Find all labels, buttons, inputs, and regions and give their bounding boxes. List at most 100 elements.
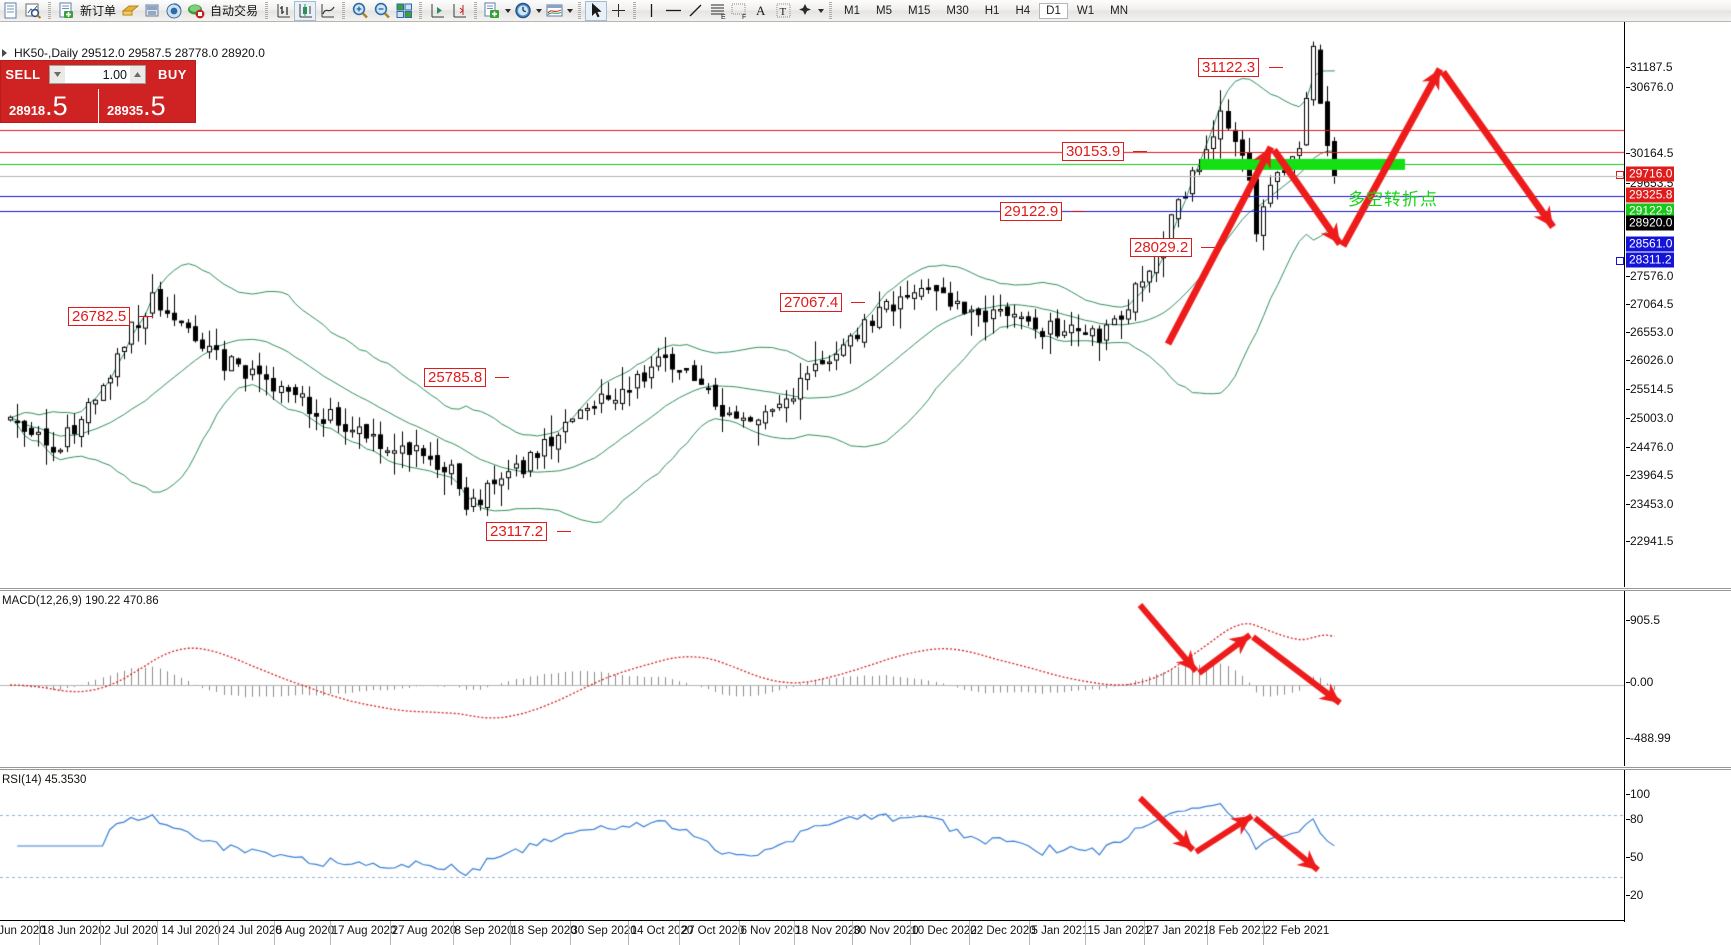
annotation-29122.9[interactable]: 29122.9 (1000, 202, 1063, 221)
macd-pane[interactable] (0, 593, 1624, 768)
arrows-dropdown-icon[interactable] (816, 1, 825, 21)
new-chart-icon[interactable] (0, 1, 22, 21)
date-tick: 8 Sep 2020 (454, 925, 514, 937)
annotation-26782.5[interactable]: 26782.5 (68, 307, 131, 326)
auto-scroll-icon[interactable] (426, 1, 448, 21)
vertical-line-icon[interactable] (640, 1, 662, 21)
line-chart-icon[interactable] (316, 1, 338, 21)
volume-decrease-icon[interactable] (50, 66, 66, 83)
date-tick: 27 Oct 2020 (681, 925, 745, 937)
timeframe-m15[interactable]: M15 (908, 4, 931, 17)
annotation-leader (1269, 67, 1283, 68)
timeframe-h4[interactable]: H4 (1015, 4, 1031, 17)
rsi-tick: 80 (1625, 812, 1644, 826)
annotation-31122.3[interactable]: 31122.3 (1198, 58, 1260, 77)
macd-canvas[interactable] (0, 593, 1624, 768)
period-icon[interactable] (512, 1, 534, 21)
annotation-27067.4[interactable]: 27067.4 (780, 293, 843, 312)
price-tick: 26553.0 (1625, 325, 1674, 339)
toolbar-separator (829, 2, 833, 19)
annotation-30153.9[interactable]: 30153.9 (1062, 142, 1125, 161)
zoom-in-icon[interactable] (349, 1, 371, 21)
timeframe-m30[interactable]: M30 (946, 4, 969, 17)
period-dropdown-icon[interactable] (534, 1, 543, 21)
date-tick: 30 Nov 2020 (853, 925, 919, 937)
price-tick: 23453.0 (1625, 497, 1674, 511)
new-order-icon[interactable] (55, 1, 77, 21)
templates-dropdown-icon[interactable] (565, 1, 574, 21)
volume-value[interactable]: 1.00 (65, 67, 131, 82)
text-icon[interactable]: T (772, 1, 794, 21)
svg-text:A: A (756, 3, 766, 18)
date-tick: 15 Jan 2021 (1087, 925, 1151, 937)
arrows-icon[interactable] (794, 1, 816, 21)
timeframe-h1[interactable]: H1 (984, 4, 1000, 17)
price-level-28561.0[interactable]: 28561.0 (1626, 236, 1675, 252)
annotation-23117.2[interactable]: 23117.2 (486, 522, 548, 541)
date-tick: 14 Oct 2020 (630, 925, 694, 937)
new-order-label[interactable]: 新订单 (80, 4, 117, 18)
fibonacci-icon[interactable]: E (706, 1, 728, 21)
autotrading-label[interactable]: 自动交易 (210, 4, 259, 18)
buy-label[interactable]: BUY (158, 67, 187, 82)
date-tick: 18 Nov 2020 (795, 925, 861, 937)
crosshair-icon[interactable] (607, 1, 629, 21)
buy-price-integer: 28935 (107, 103, 144, 118)
buy-price[interactable]: 28935.5 (107, 93, 166, 120)
timeframe-m5[interactable]: M5 (876, 4, 892, 17)
market-watch-icon[interactable] (141, 1, 163, 21)
date-tick: 22 Dec 2020 (970, 925, 1036, 937)
trendline-icon[interactable] (684, 1, 706, 21)
date-tick: 24 Jul 2020 (222, 925, 282, 937)
shapes-icon[interactable]: F (728, 1, 750, 21)
price-level-28311.2[interactable]: 28311.2 (1626, 252, 1674, 268)
volume-stepper[interactable]: 1.00 (49, 65, 147, 84)
date-axis[interactable]: Jun 2020 18 Jun 2020 2 Jul 2020 14 Jul 2020… (0, 920, 1624, 945)
price-level-29716.0[interactable]: 29716.0 (1626, 166, 1675, 182)
annotation-25785.8[interactable]: 25785.8 (424, 368, 487, 387)
price-level-28920.0[interactable]: 28920.0 (1626, 215, 1675, 231)
zoom-out-icon[interactable] (371, 1, 393, 21)
candlestick-chart-icon[interactable] (294, 0, 317, 21)
timeframe-d1[interactable]: D1 (1039, 2, 1068, 19)
templates-icon[interactable] (543, 1, 565, 21)
price-level-29122.9[interactable]: 29122.9 (1626, 203, 1675, 219)
cursor-icon[interactable] (585, 0, 608, 21)
pane-splitter-macd[interactable] (0, 587, 1731, 591)
date-tick: 10 Dec 2020 (911, 925, 977, 937)
autotrading-icon[interactable] (185, 1, 207, 21)
timeframe-m1[interactable]: M1 (844, 4, 861, 17)
volume-increase-icon[interactable] (130, 66, 146, 83)
date-separator (569, 921, 571, 945)
annotation-leader (557, 531, 571, 532)
timeframe-mn[interactable]: MN (1110, 4, 1128, 17)
date-tick: 6 Nov 2020 (740, 925, 800, 937)
chart-shift-icon[interactable] (448, 1, 470, 21)
rsi-canvas[interactable] (0, 772, 1624, 920)
date-separator (739, 921, 740, 945)
timeframe-w1[interactable]: W1 (1076, 4, 1095, 17)
profiles-icon[interactable] (119, 1, 141, 21)
toolbar-separator (265, 2, 269, 19)
macd-tick: -488.99 (1626, 731, 1671, 745)
one-click-trading-panel[interactable]: SELL 1.00 BUY 28918.5 28935.5 (0, 60, 196, 123)
navigator-icon[interactable] (163, 1, 185, 21)
annotation-leader (851, 302, 865, 303)
annotation-28029.2[interactable]: 28029.2 (1130, 238, 1193, 257)
tile-windows-icon[interactable] (393, 1, 415, 21)
text-label-icon[interactable]: A (750, 1, 772, 21)
annotation-leader (1071, 211, 1085, 212)
sell-label[interactable]: SELL (5, 67, 41, 82)
horizontal-line-icon[interactable] (662, 1, 684, 21)
annotation-leader (1133, 151, 1147, 152)
price-level-29325.8[interactable]: 29325.8 (1626, 187, 1675, 203)
date-separator (793, 921, 795, 945)
indicators-icon[interactable] (481, 1, 503, 21)
indicators-dropdown-icon[interactable] (503, 1, 512, 21)
price-axis[interactable]: 31187.530676.030164.529653.529142.028087… (1616, 22, 1731, 922)
rsi-pane[interactable] (0, 772, 1624, 920)
bar-chart-icon[interactable] (272, 1, 294, 21)
chart-search-icon[interactable] (22, 1, 44, 21)
pane-splitter-rsi[interactable] (0, 766, 1731, 770)
sell-price[interactable]: 28918.5 (9, 93, 68, 120)
